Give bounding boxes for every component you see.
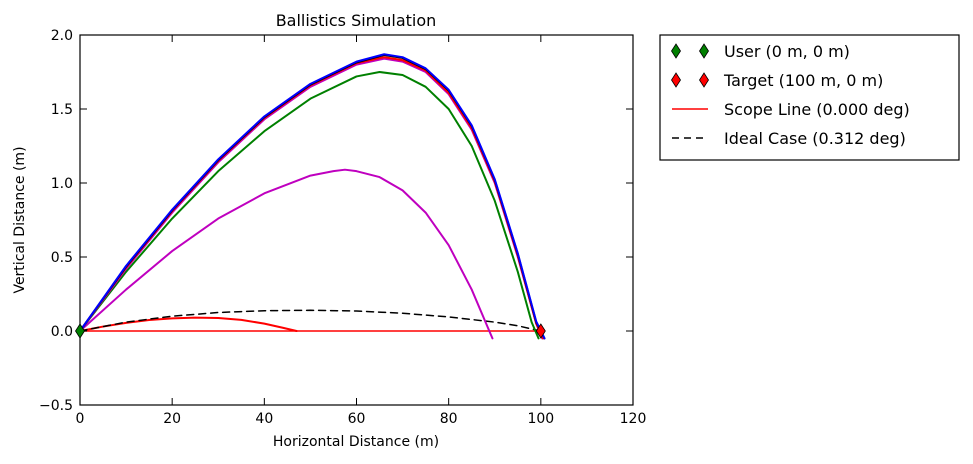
- legend-marker: [671, 72, 681, 88]
- x-axis-label: Horizontal Distance (m): [273, 434, 439, 450]
- y-axis-label: Vertical Distance (m): [12, 146, 28, 293]
- plot-area: [80, 53, 546, 340]
- legend-label: User (0 m, 0 m): [724, 42, 850, 61]
- legend-label: Scope Line (0.000 deg): [724, 100, 910, 119]
- x-tick-label: 100: [527, 411, 554, 427]
- legend-marker: [699, 43, 709, 59]
- trajectory-series-4: [80, 71, 540, 340]
- y-tick-label: 1.5: [51, 102, 73, 118]
- y-tick-label: 0.0: [51, 324, 73, 340]
- legend-label: Ideal Case (0.312 deg): [724, 129, 906, 148]
- y-tick-label: 0.5: [51, 250, 73, 266]
- legend-label: Target (100 m, 0 m): [723, 71, 883, 90]
- legend-marker: [671, 43, 681, 59]
- x-tick-label: 20: [163, 411, 181, 427]
- trajectory-series-2: [80, 309, 542, 332]
- user-marker: [75, 323, 85, 339]
- chart-title: Ballistics Simulation: [276, 11, 437, 30]
- target-marker: [535, 323, 546, 339]
- x-tick-label: 40: [255, 411, 273, 427]
- y-tick-label: 2.0: [51, 28, 73, 44]
- axis-ticks: 0 20 40 60 80 100 120 −0.5 0.0 0.5 1.0 1.5 2.0: [39, 28, 646, 427]
- trajectory-series-5: [80, 57, 544, 340]
- y-tick-label: −0.5: [39, 398, 73, 414]
- legend-marker: [699, 72, 709, 88]
- x-tick-label: 60: [348, 411, 366, 427]
- x-tick-label: 80: [440, 411, 458, 427]
- legend-box: [659, 34, 960, 161]
- x-tick-label: 120: [620, 411, 647, 427]
- trajectory-series-8: [80, 53, 546, 340]
- legend: User (0 m, 0 m) Target (100 m, 0 m) Scope …: [659, 34, 960, 161]
- y-tick-label: 1.0: [51, 176, 73, 192]
- trajectory-series-1: [80, 316, 298, 332]
- x-tick-label: 0: [76, 411, 85, 427]
- trajectory-series-3: [80, 168, 494, 340]
